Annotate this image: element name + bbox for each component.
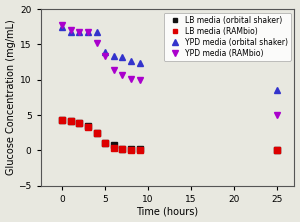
X-axis label: Time (hours): Time (hours) [136, 206, 199, 216]
Y-axis label: Glucose Concentration (mg/mL): Glucose Concentration (mg/mL) [6, 20, 16, 175]
Legend: LB media (orbital shaker), LB media (RAMbio), YPD media (orbital shaker), YPD me: LB media (orbital shaker), LB media (RAM… [164, 13, 291, 61]
